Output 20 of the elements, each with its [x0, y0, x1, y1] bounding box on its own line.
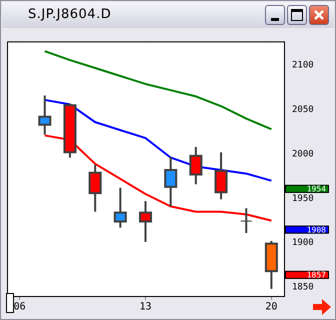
candlestick: [88, 164, 102, 213]
candlestick: [114, 186, 127, 229]
x-tick-label: 20: [265, 302, 278, 313]
candlestick: [189, 146, 202, 186]
text: 1857: [306, 270, 326, 280]
y-tick-label: 2000: [292, 149, 314, 160]
y-tick-label: 1850: [292, 282, 314, 292]
x-tick-label: 13: [139, 302, 152, 313]
y-tick-label: 1950: [292, 194, 314, 204]
text: 1954: [306, 184, 326, 194]
candlestick: [139, 200, 152, 243]
y-tick-label: 2050: [292, 105, 314, 116]
text: 1908: [306, 225, 326, 234]
candlestick: [38, 94, 52, 136]
candlestick: [214, 151, 228, 200]
y-tick-label: 2100: [292, 60, 314, 71]
candlestick: [164, 156, 178, 208]
y-tick-label: 1900: [292, 238, 314, 248]
chart-title: S.JP.J8604.D: [28, 7, 112, 22]
x-tick-label: 06: [14, 302, 26, 313]
